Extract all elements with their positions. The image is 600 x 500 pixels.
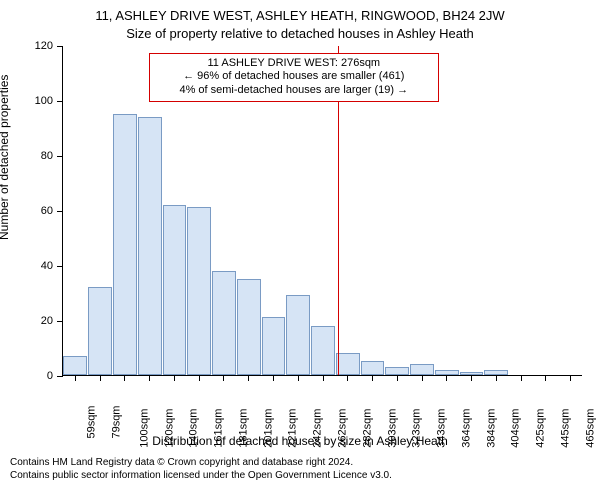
- histogram-bar: [286, 295, 310, 375]
- x-tick: [174, 375, 175, 381]
- histogram-bar: [361, 361, 385, 375]
- histogram-bar: [484, 370, 508, 376]
- histogram-bar: [410, 364, 434, 375]
- histogram-bar: [163, 205, 187, 376]
- x-tick: [223, 375, 224, 381]
- y-tick: [57, 101, 63, 102]
- x-tick: [397, 375, 398, 381]
- y-axis-label: Number of detached properties: [0, 75, 11, 240]
- y-tick-label: 60: [41, 205, 53, 217]
- attribution-line: Contains HM Land Registry data © Crown c…: [10, 456, 392, 469]
- y-tick: [57, 46, 63, 47]
- x-tick: [273, 375, 274, 381]
- histogram-bar: [460, 372, 484, 375]
- x-tick: [372, 375, 373, 381]
- x-tick: [347, 375, 348, 381]
- annotation-box: 11 ASHLEY DRIVE WEST: 276sqm← 96% of det…: [149, 53, 439, 102]
- y-tick: [57, 266, 63, 267]
- x-tick: [545, 375, 546, 381]
- y-tick: [57, 321, 63, 322]
- x-tick: [323, 375, 324, 381]
- attribution-text: Contains HM Land Registry data © Crown c…: [10, 456, 392, 482]
- histogram-bar: [435, 370, 459, 376]
- histogram-bar: [187, 207, 211, 375]
- y-tick: [57, 156, 63, 157]
- x-tick: [199, 375, 200, 381]
- x-tick: [471, 375, 472, 381]
- y-tick-label: 20: [41, 315, 53, 327]
- histogram-bar: [113, 114, 137, 375]
- y-tick: [57, 376, 63, 377]
- annotation-line: ← 96% of detached houses are smaller (46…: [156, 70, 432, 84]
- histogram-bar: [88, 287, 112, 375]
- y-tick-label: 80: [41, 150, 53, 162]
- histogram-bar: [237, 279, 261, 375]
- x-tick: [496, 375, 497, 381]
- histogram-bar: [63, 356, 87, 375]
- x-tick: [446, 375, 447, 381]
- y-tick-label: 100: [35, 95, 53, 107]
- attribution-line: Contains public sector information licen…: [10, 469, 392, 482]
- y-tick-label: 120: [35, 40, 53, 52]
- x-tick: [248, 375, 249, 381]
- plot-area: 02040608010012059sqm79sqm100sqm120sqm140…: [62, 46, 582, 376]
- y-tick: [57, 211, 63, 212]
- histogram-bar: [138, 117, 162, 376]
- chart-container: 11, ASHLEY DRIVE WEST, ASHLEY HEATH, RIN…: [0, 0, 600, 500]
- histogram-bar: [385, 367, 409, 375]
- x-tick: [75, 375, 76, 381]
- x-tick: [298, 375, 299, 381]
- x-tick: [570, 375, 571, 381]
- x-tick: [149, 375, 150, 381]
- histogram-bar: [336, 353, 360, 375]
- y-tick-label: 0: [47, 370, 53, 382]
- histogram-bar: [262, 317, 286, 375]
- x-tick: [100, 375, 101, 381]
- annotation-line: 4% of semi-detached houses are larger (1…: [156, 84, 432, 98]
- chart-title-line1: 11, ASHLEY DRIVE WEST, ASHLEY HEATH, RIN…: [0, 8, 600, 23]
- x-tick: [521, 375, 522, 381]
- x-axis-label: Distribution of detached houses by size …: [0, 434, 600, 448]
- x-tick: [124, 375, 125, 381]
- x-tick: [422, 375, 423, 381]
- chart-title-line2: Size of property relative to detached ho…: [0, 26, 600, 41]
- y-tick-label: 40: [41, 260, 53, 272]
- histogram-bar: [311, 326, 335, 376]
- histogram-bar: [212, 271, 236, 376]
- annotation-line: 11 ASHLEY DRIVE WEST: 276sqm: [156, 57, 432, 71]
